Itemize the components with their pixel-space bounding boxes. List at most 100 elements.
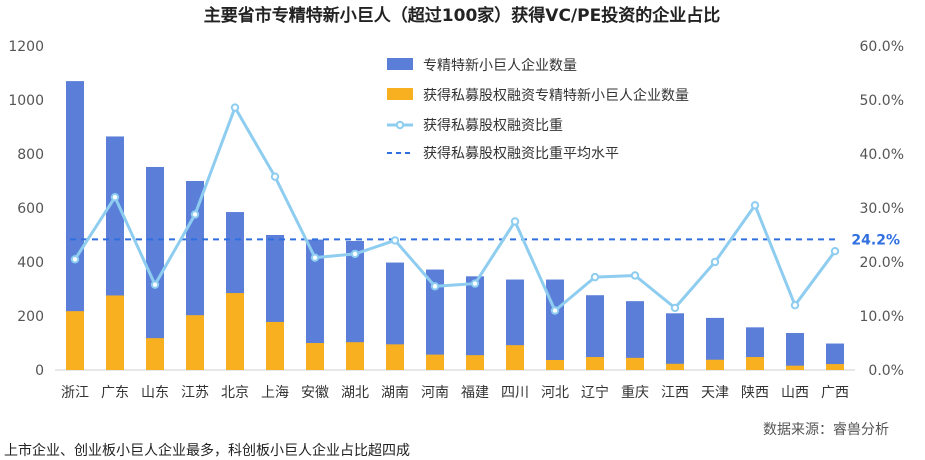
ratio-point-北京 xyxy=(230,103,240,112)
ratio-point-重庆 xyxy=(630,271,640,280)
x-category-label: 上海 xyxy=(261,385,289,401)
y-tick-label: 0 xyxy=(35,363,44,379)
bar-funded-天津 xyxy=(706,359,724,370)
ratio-point-山西 xyxy=(790,301,800,310)
bar-funded-福建 xyxy=(466,355,484,370)
footer-text: 上市企业、创业板小巨人企业最多，科创板小巨人企业占比超四成 xyxy=(4,443,410,459)
x-category-label: 江苏 xyxy=(181,385,209,401)
ratio-point-河南 xyxy=(430,282,440,291)
chart-title: 主要省市专精特新小巨人（超过100家）获得VC/PE投资的企业占比 xyxy=(204,5,720,26)
x-category-label: 四川 xyxy=(501,385,529,401)
bar-funded-北京 xyxy=(226,293,244,370)
bar-funded-四川 xyxy=(506,345,524,370)
ratio-point-四川 xyxy=(510,217,520,226)
bar-total-河南 xyxy=(426,269,444,370)
bar-funded-湖北 xyxy=(346,342,364,370)
bar-total-湖南 xyxy=(386,262,404,370)
y2-tick-label: 10.0% xyxy=(860,309,904,325)
x-category-label: 北京 xyxy=(221,385,249,401)
x-category-label: 陕西 xyxy=(741,385,769,401)
bar-total-天津 xyxy=(706,317,724,370)
x-category-label: 安徽 xyxy=(301,385,329,401)
ratio-point-福建 xyxy=(470,279,480,288)
bar-total-安徽 xyxy=(306,239,324,370)
y2-tick-label: 40.0% xyxy=(860,147,904,163)
average-line: 24.2% xyxy=(70,232,900,248)
ratio-point-广东 xyxy=(110,193,120,202)
ratio-point-辽宁 xyxy=(590,272,600,282)
y-tick-label: 400 xyxy=(17,255,44,271)
ratio-point-广西 xyxy=(830,247,840,256)
ratio-point-天津 xyxy=(710,257,720,267)
x-category-label: 天津 xyxy=(701,385,729,401)
bar-funded-重庆 xyxy=(626,357,644,370)
y-tick-label: 200 xyxy=(17,309,44,325)
y-axis-right: 0.0% 10.0% 20.0% 30.0% 40.0% 50.0% 60.0% xyxy=(860,39,904,379)
y-tick-label: 1000 xyxy=(8,93,44,109)
x-category-label: 湖北 xyxy=(341,385,369,401)
legend-label-total: 专精特新小巨人企业数量 xyxy=(423,57,577,74)
ratio-polyline xyxy=(73,104,837,314)
ratio-point-浙江 xyxy=(70,255,80,264)
bar-total-山西 xyxy=(786,333,804,370)
bar-total-福建 xyxy=(466,276,484,370)
legend-swatch-total xyxy=(387,58,413,70)
x-category-label: 浙江 xyxy=(61,385,89,401)
bar-funded-湖南 xyxy=(386,344,404,370)
bar-total-江西 xyxy=(666,313,684,370)
source-note: 数据来源：睿兽分析 xyxy=(763,422,889,438)
x-category-label: 山东 xyxy=(141,385,169,401)
x-category-label: 江西 xyxy=(661,385,689,401)
x-category-label: 重庆 xyxy=(621,385,649,401)
bar-total-辽宁 xyxy=(586,295,604,370)
ratio-point-江西 xyxy=(670,303,680,313)
bar-funded-广西 xyxy=(826,364,844,370)
bar-total-浙江 xyxy=(66,81,84,370)
bar-funded-上海 xyxy=(266,321,284,370)
x-category-label: 湖南 xyxy=(381,385,409,401)
x-category-label: 广西 xyxy=(821,385,849,401)
x-category-label: 广东 xyxy=(101,385,129,401)
ratio-point-陕西 xyxy=(750,201,760,210)
bar-funded-浙江 xyxy=(66,311,84,370)
x-category-label: 辽宁 xyxy=(581,384,609,401)
bars-funded-series xyxy=(66,293,844,370)
bar-funded-河北 xyxy=(546,360,564,370)
legend-marker-ratio xyxy=(395,120,405,130)
ratio-point-湖南 xyxy=(390,236,400,245)
x-category-label: 山西 xyxy=(781,385,809,401)
x-category-label: 河北 xyxy=(541,385,569,401)
x-axis-categories: 浙江 广东 山东 江苏 北京 上海 安徽 湖北 湖南 河南 福建 四川 河北 辽宁 重庆 江西 天津 陕西 山西 广西 xyxy=(61,384,849,401)
bar-funded-山西 xyxy=(786,365,804,370)
average-label: 24.2% xyxy=(851,232,900,248)
ratio-point-江苏 xyxy=(190,210,200,219)
ratio-point-湖北 xyxy=(350,249,360,259)
y2-tick-label: 60.0% xyxy=(860,39,904,55)
ratio-point-安徽 xyxy=(310,253,320,262)
bar-funded-陕西 xyxy=(746,357,764,370)
legend-label-funded: 获得私募股权融资专精特新小巨人企业数量 xyxy=(423,87,689,104)
bar-total-山东 xyxy=(146,166,164,370)
legend: 专精特新小巨人企业数量获得私募股权融资专精特新小巨人企业数量获得私募股权融资比重… xyxy=(387,57,689,162)
bar-funded-江苏 xyxy=(186,315,204,370)
y2-tick-label: 30.0% xyxy=(860,201,904,217)
bar-funded-山东 xyxy=(146,338,164,370)
ratio-point-山东 xyxy=(150,280,160,289)
bar-total-重庆 xyxy=(626,301,644,370)
y2-tick-label: 20.0% xyxy=(860,255,904,271)
y-tick-label: 600 xyxy=(17,201,44,217)
legend-swatch-funded xyxy=(387,88,413,100)
ratio-point-上海 xyxy=(270,172,280,181)
ratio-line-series xyxy=(70,103,840,315)
ratio-point-河北 xyxy=(550,306,560,315)
bar-funded-广东 xyxy=(106,295,124,370)
y-tick-label: 1200 xyxy=(8,39,44,55)
bar-funded-安徽 xyxy=(306,343,324,370)
legend-label-ratio: 获得私募股权融资比重 xyxy=(423,117,563,134)
bar-total-广西 xyxy=(826,343,844,370)
x-category-label: 河南 xyxy=(421,385,449,401)
bar-funded-辽宁 xyxy=(586,357,604,370)
y2-tick-label: 0.0% xyxy=(868,363,904,379)
x-category-label: 福建 xyxy=(461,385,489,401)
